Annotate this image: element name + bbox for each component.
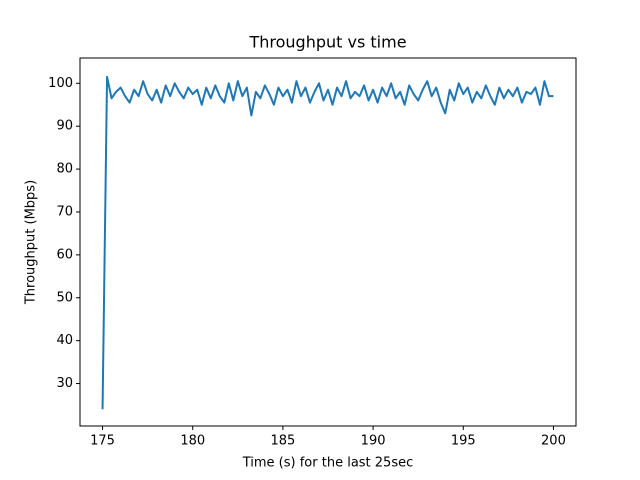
y-tick-label: 40 <box>56 333 73 348</box>
line <box>101 75 554 410</box>
y-tick-label: 80 <box>56 162 73 177</box>
chart-title: Throughput vs time <box>248 33 406 52</box>
y-tick-label: 70 <box>56 204 73 219</box>
y-tick-label: 100 <box>48 76 73 91</box>
axes-frame <box>79 57 577 427</box>
x-tick-label: 200 <box>541 434 566 449</box>
y-tick-label: 50 <box>56 290 73 305</box>
x-axis-label: Time (s) for the last 25sec <box>242 456 414 471</box>
x-tick-label: 180 <box>180 434 205 449</box>
y-axis-label: Throughput (Mbps) <box>24 180 39 305</box>
x-tick-label: 175 <box>90 434 115 449</box>
y-tick-label: 90 <box>56 119 73 134</box>
y-tick-label: 30 <box>56 376 73 391</box>
x-tick-label: 185 <box>270 434 295 449</box>
x-tick-label: 190 <box>361 434 386 449</box>
x-tick-label: 195 <box>451 434 476 449</box>
y-tick-label: 60 <box>56 247 73 262</box>
